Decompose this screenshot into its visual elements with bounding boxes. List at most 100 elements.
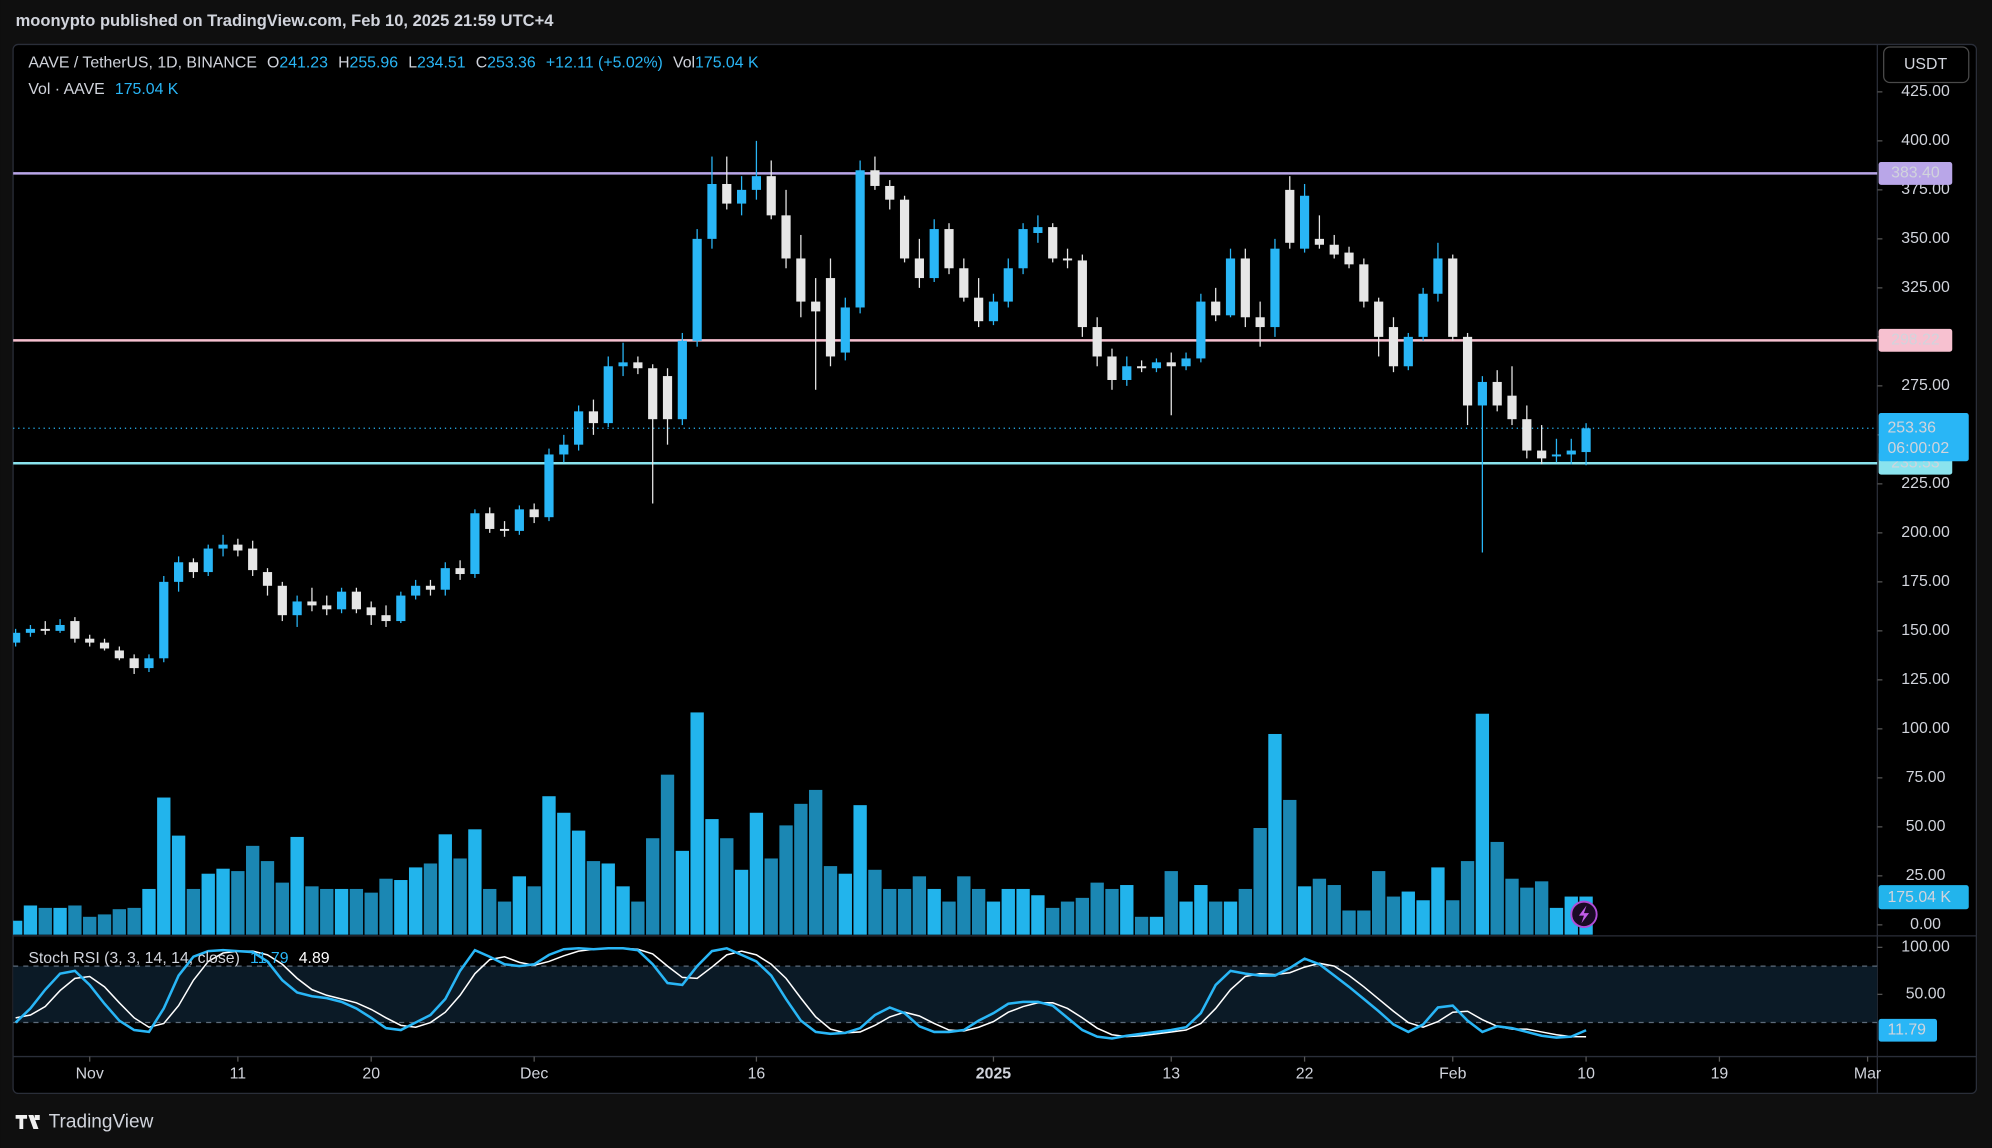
volume-bar xyxy=(942,901,956,935)
volume-bar xyxy=(586,861,601,935)
volume-bar xyxy=(1431,867,1445,935)
low-value: 234.51 xyxy=(417,55,466,72)
volume-bar xyxy=(557,812,571,935)
volume-bar xyxy=(1490,841,1504,935)
candle-body xyxy=(618,362,628,367)
volume-title: Vol · AAVE xyxy=(28,81,104,98)
candle-body xyxy=(914,258,924,279)
candle-body xyxy=(988,301,999,322)
volume-bar xyxy=(912,876,927,935)
volume-bar xyxy=(231,871,245,935)
y-tick-label: 50.00 xyxy=(1906,818,1946,835)
candle-body xyxy=(1003,268,1013,302)
candle-body xyxy=(203,548,213,573)
candle-body xyxy=(840,307,850,353)
volume-bar xyxy=(1223,901,1238,935)
symbol-title: AAVE / TetherUS, 1D, BINANCE xyxy=(28,55,257,72)
candle-body xyxy=(1270,248,1280,328)
candle-body xyxy=(470,513,480,575)
axes: 425.00400.00375.00350.00325.00300.00275.… xyxy=(76,83,1969,1083)
x-tick-label: 22 xyxy=(1296,1066,1314,1083)
currency-label[interactable]: USDT xyxy=(1904,56,1947,73)
plot-area xyxy=(13,140,1878,1040)
volume-bar xyxy=(660,774,675,935)
candle-body xyxy=(1166,362,1176,367)
volume-bar xyxy=(1075,897,1090,935)
candle-body xyxy=(677,340,687,420)
volume-bar xyxy=(897,888,912,935)
volume-bar xyxy=(112,909,127,935)
volume-bar xyxy=(823,866,838,935)
y-tick-label: 100.00 xyxy=(1901,720,1950,737)
alert-bolt xyxy=(1578,905,1590,924)
volume-bar xyxy=(364,892,378,935)
volume-bar xyxy=(349,888,364,935)
volume-bar xyxy=(157,797,171,935)
volume-bar xyxy=(705,819,719,935)
currency-button[interactable] xyxy=(1883,46,1970,84)
ohlc-letter: O xyxy=(267,55,279,72)
candle-body xyxy=(336,591,347,610)
volume-bar xyxy=(334,888,349,935)
candle-body xyxy=(692,238,702,341)
candle-body xyxy=(1255,317,1265,328)
legend-volume: Vol · AAVE 175.04 K xyxy=(28,81,178,98)
volume-bar xyxy=(97,914,112,935)
x-tick-label: Dec xyxy=(520,1066,548,1083)
candle-body xyxy=(485,513,495,529)
x-tick-label: 20 xyxy=(362,1066,380,1083)
candle-body xyxy=(707,183,717,239)
candle-body xyxy=(1077,260,1087,328)
volume-tag xyxy=(1878,885,1969,910)
volume-bar xyxy=(1179,901,1193,935)
candle-body xyxy=(781,215,791,259)
volume-bar xyxy=(1416,900,1430,935)
candle-body xyxy=(1196,301,1206,359)
candle-body xyxy=(1107,356,1117,380)
y-tick-label: 200.00 xyxy=(1901,524,1950,541)
volume-bar xyxy=(971,888,986,935)
candle-body xyxy=(411,585,421,596)
volume-bar xyxy=(1534,881,1549,935)
candle-body xyxy=(396,595,406,622)
candle-body xyxy=(381,615,391,622)
candle-body xyxy=(1403,336,1413,367)
y-tick-label: 400.00 xyxy=(1901,132,1950,149)
y-tick-label: 225.00 xyxy=(1901,475,1950,492)
x-tick-label: Feb xyxy=(1439,1066,1467,1083)
candle-body xyxy=(1522,419,1532,451)
y-tick-label: 150.00 xyxy=(1901,622,1950,639)
candle-body xyxy=(307,601,317,606)
volume-bar xyxy=(83,916,97,935)
volume-bar xyxy=(275,882,289,935)
candle-body xyxy=(366,607,376,616)
y-tick-label: 25.00 xyxy=(1906,867,1946,884)
volume-bar xyxy=(571,830,586,935)
volume-bar xyxy=(1505,878,1519,935)
volume-bar xyxy=(720,838,734,935)
y-tick-label: 375.00 xyxy=(1901,181,1950,198)
volume-bar xyxy=(690,712,704,935)
y-tick-label: 275.00 xyxy=(1901,377,1950,394)
volume-bar xyxy=(53,907,67,935)
volume-bar xyxy=(142,888,156,935)
volume-bar xyxy=(1001,888,1015,935)
brand-name: TradingView xyxy=(49,1112,154,1133)
candle-body xyxy=(1137,366,1147,369)
volume-bar xyxy=(1386,896,1401,935)
volume-bar xyxy=(1268,733,1282,935)
candle-body xyxy=(70,621,80,639)
candle-body xyxy=(737,189,747,204)
candle-body xyxy=(1537,450,1547,459)
volume-bar xyxy=(171,835,186,935)
volume-bar xyxy=(320,888,334,935)
candle-body xyxy=(825,278,836,357)
candle-body xyxy=(959,268,969,298)
y-tick-label: 325.00 xyxy=(1901,279,1950,296)
candle-body xyxy=(1018,229,1028,269)
vol-letter: Vol xyxy=(673,55,695,72)
level-tag-label: 298.22 xyxy=(1891,332,1940,349)
volume-bar xyxy=(1446,900,1460,935)
candle-body xyxy=(499,528,510,531)
candle-body xyxy=(277,585,287,616)
